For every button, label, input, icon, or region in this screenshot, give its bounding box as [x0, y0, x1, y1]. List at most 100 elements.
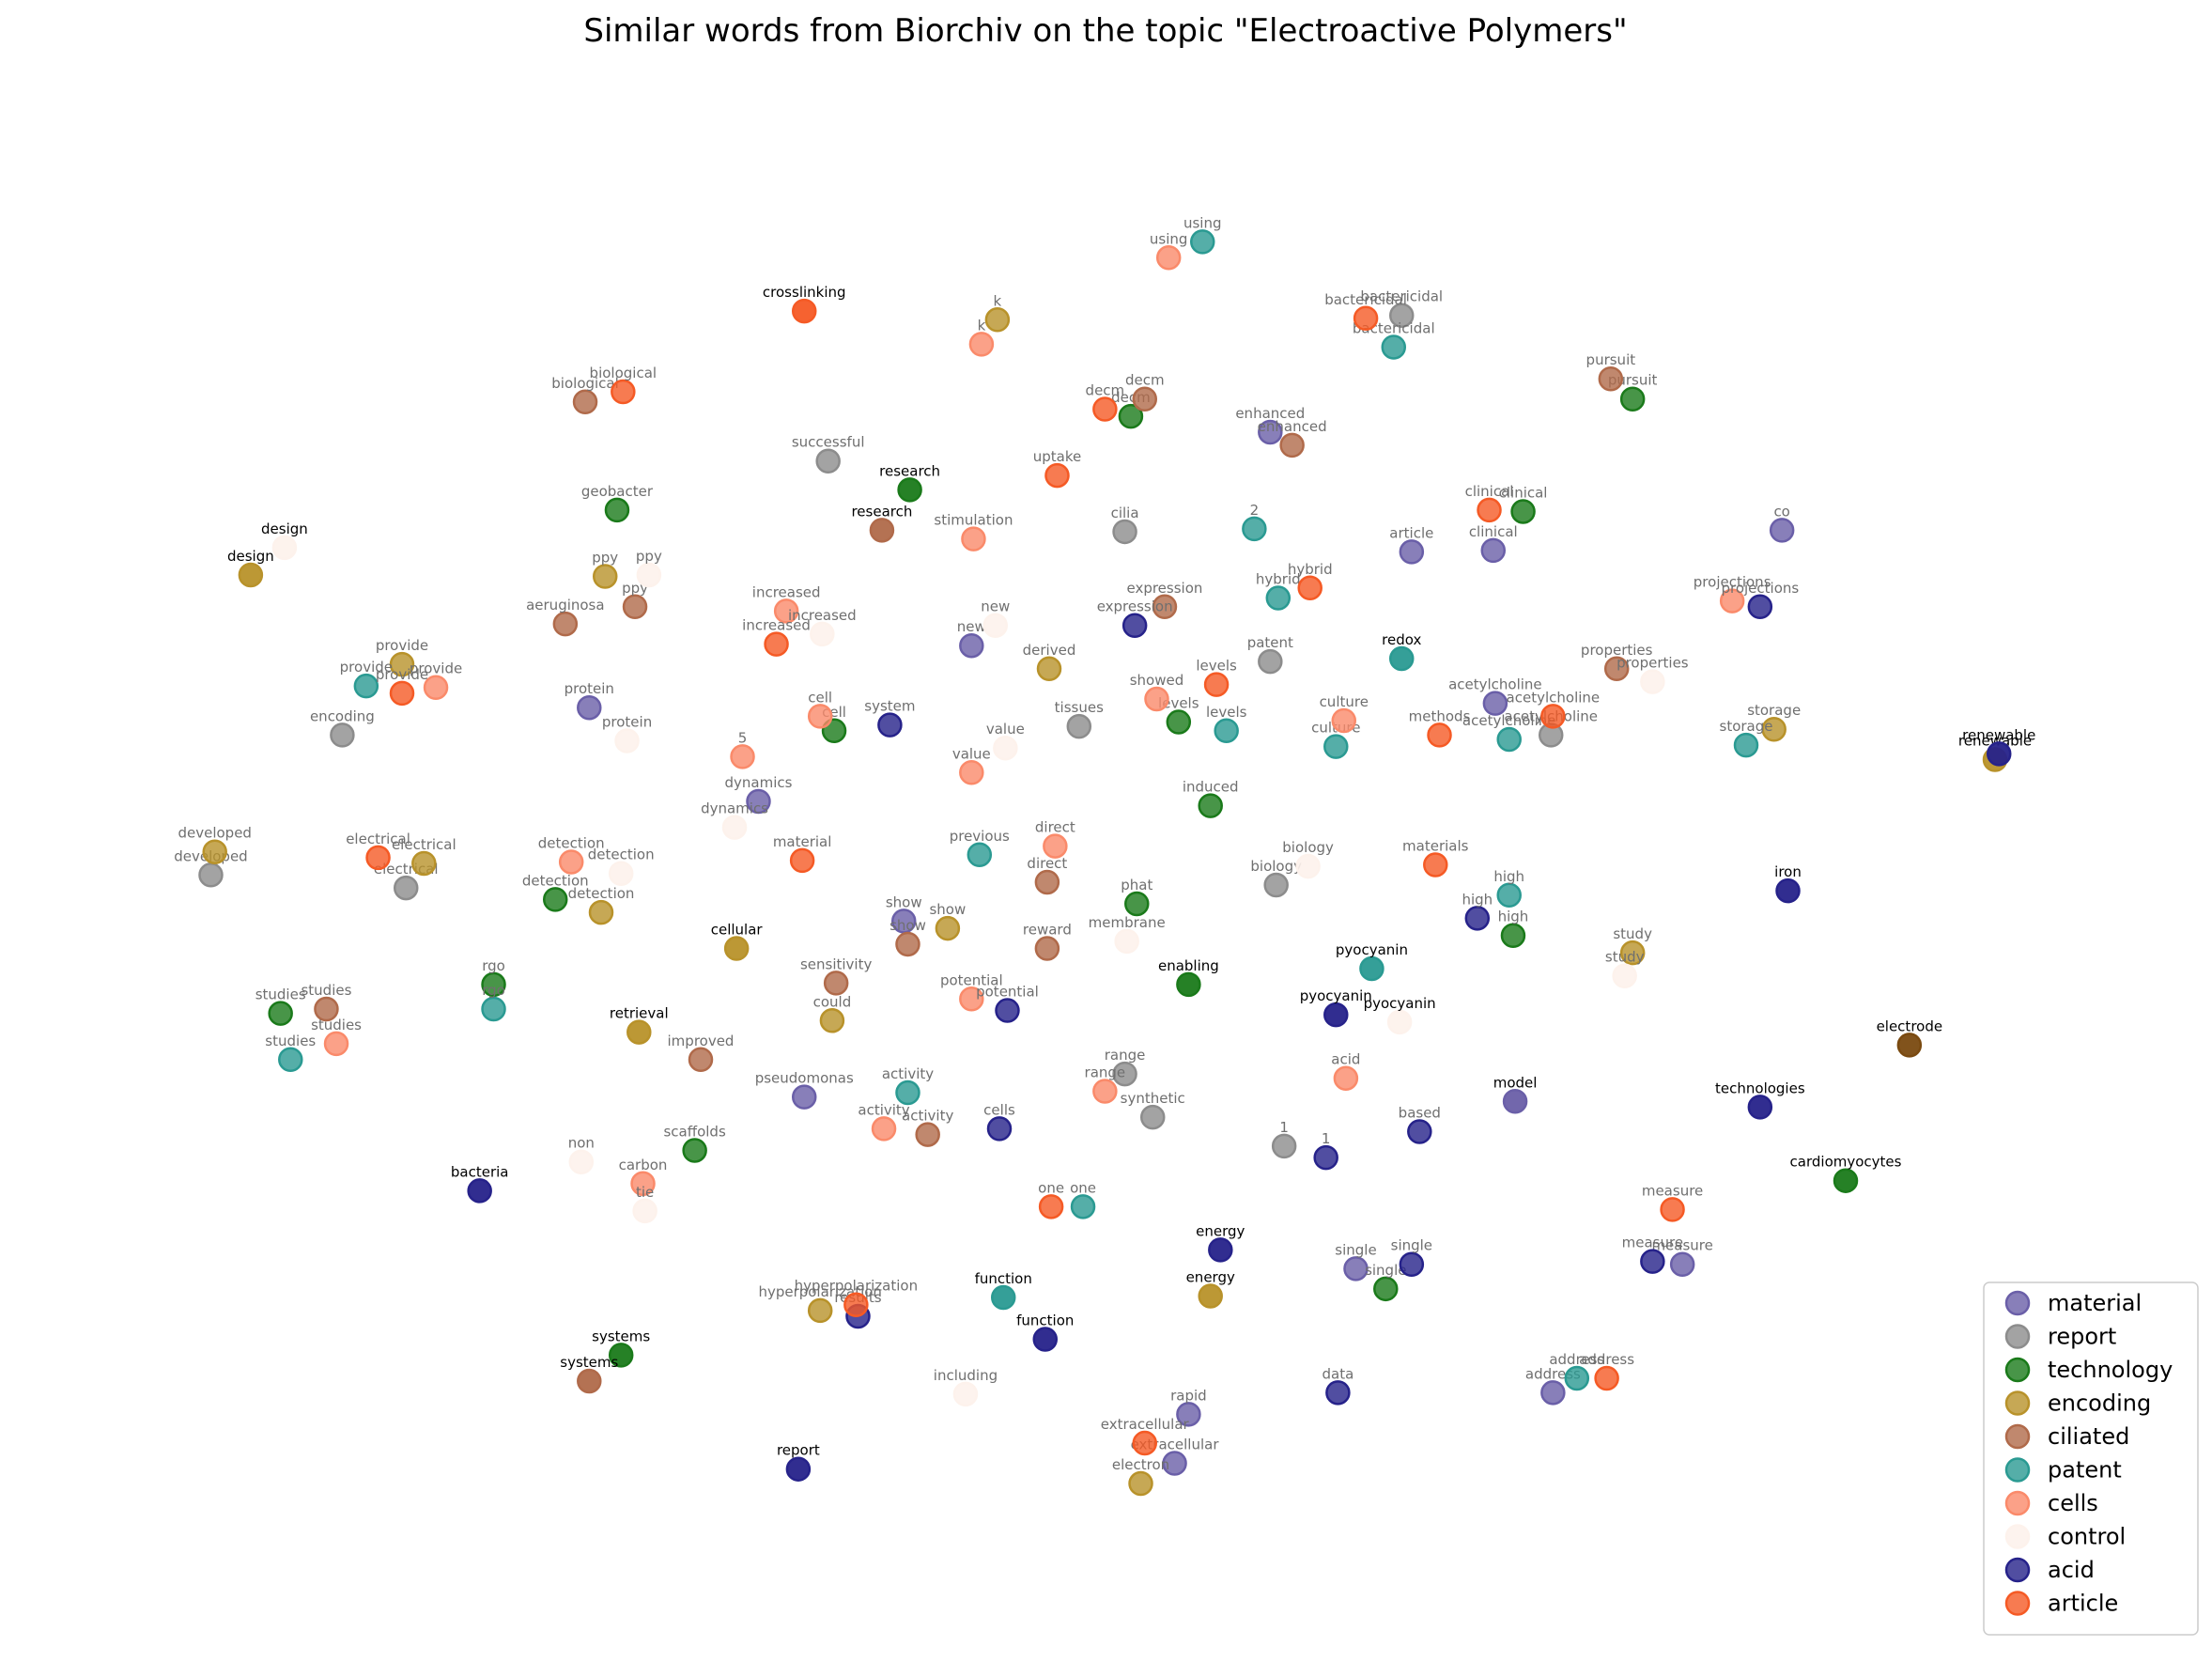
cells-point [1719, 588, 1745, 614]
article-point [389, 680, 415, 707]
report-point-label: patent [1247, 634, 1293, 651]
ciliated-point-label: properties [1581, 642, 1653, 659]
acid-point [1399, 1251, 1425, 1277]
patent-point [1496, 726, 1522, 753]
acid-point-label: cells [983, 1101, 1015, 1118]
cells-point-label: provide [410, 660, 462, 677]
report-point-label: bactericidal [1360, 288, 1443, 305]
ciliated-point [1279, 432, 1305, 458]
material-point [1176, 1402, 1201, 1427]
cells-point-label: k [978, 317, 986, 334]
material-point [746, 788, 771, 815]
ciliated-point [688, 1047, 714, 1072]
patent-point-label: pyocyanin [1336, 941, 1408, 958]
acid-point-label: technologies [1715, 1080, 1805, 1096]
patent-point [1214, 718, 1239, 744]
cells-point [558, 849, 584, 875]
report-point [393, 875, 419, 901]
article-point [791, 298, 817, 324]
legend-marker-encoding [2004, 1390, 2031, 1416]
cells-point-label: acid [1331, 1051, 1360, 1068]
material-point [1669, 1251, 1695, 1277]
technology-point-label: enabling [1158, 957, 1219, 974]
patent-point-label: storage [1720, 718, 1773, 735]
legend-label-ciliated: ciliated [2048, 1423, 2129, 1450]
technology-point-label: detection [522, 872, 589, 889]
patent-point-label: rgo [482, 982, 505, 999]
article-point [843, 1292, 869, 1317]
article-point-label: address [1579, 1351, 1634, 1368]
acid-point [1208, 1237, 1233, 1263]
acid-point-label: 1 [1322, 1130, 1331, 1147]
cells-point [730, 744, 755, 769]
acid-point [1464, 906, 1491, 931]
cells-point-label: direct [1035, 819, 1075, 836]
acid-point [1313, 1144, 1338, 1171]
article-point [611, 379, 636, 405]
ciliated-point [895, 931, 920, 957]
material-point [1502, 1089, 1528, 1114]
article-point [1423, 852, 1448, 878]
technology-point-label: phat [1121, 877, 1152, 893]
legend-marker-ciliated [2004, 1423, 2031, 1450]
patent-point-label: studies [265, 1033, 316, 1049]
acid-point-label: potential [976, 984, 1039, 1001]
article-point [1132, 1430, 1158, 1456]
report-point-label: successful [792, 434, 865, 451]
patent-point-label: hybrid [1256, 571, 1301, 588]
cells-point [1144, 686, 1169, 712]
material-point [1258, 419, 1283, 445]
acid-point-label: data [1323, 1365, 1354, 1382]
cells-point-label: stimulation [934, 512, 1013, 529]
technology-point [268, 1001, 293, 1026]
control-point [636, 562, 662, 588]
encoding-point [935, 915, 961, 941]
report-point [1139, 1104, 1166, 1130]
report-point [198, 862, 224, 888]
control-point [1295, 853, 1321, 879]
encoding-point-label: derived [1023, 642, 1076, 659]
article-point [1427, 722, 1452, 748]
control-point [568, 1149, 595, 1174]
encoding-point [1128, 1470, 1153, 1497]
report-point [1388, 303, 1415, 328]
cells-point-label: using [1150, 230, 1188, 247]
legend-marker-control [2004, 1524, 2031, 1549]
ciliated-point-label: aeruginosa [526, 597, 604, 614]
patent-point [1564, 1365, 1590, 1391]
cells-point-label: range [1085, 1064, 1126, 1081]
technology-point [1373, 1276, 1399, 1302]
report-point-label: synthetic [1121, 1090, 1185, 1107]
material-point-label: clinical [1469, 523, 1518, 540]
patent-point [1265, 585, 1292, 611]
encoding-point-label: developed [178, 825, 251, 842]
article-point [1044, 462, 1070, 489]
control-point-label: increased [788, 607, 857, 624]
encoding-point-label: renewable [1958, 732, 2032, 749]
material-point-label: co [1773, 503, 1789, 520]
ciliated-point-label: systems [560, 1354, 618, 1371]
article-point [1203, 672, 1230, 697]
control-point [632, 1198, 657, 1224]
technology-point [1500, 923, 1526, 948]
control-point-label: tie [636, 1184, 654, 1201]
control-point-label: protein [602, 714, 652, 731]
article-point [1594, 1365, 1619, 1391]
technology-point-label: clinical [1499, 484, 1548, 501]
patent-point [1733, 732, 1759, 758]
encoding-point [1619, 940, 1646, 966]
encoding-point-label: electrical [392, 836, 456, 853]
legend-label-cells: cells [2048, 1490, 2098, 1516]
cells-point [968, 332, 995, 357]
cells-point-label: carbon [619, 1157, 668, 1173]
chart-title: Similar words from Biorchiv on the topic… [583, 12, 1627, 50]
encoding-point-label: study [1613, 925, 1652, 942]
article-point-label: extracellular [1101, 1416, 1190, 1433]
cells-point-label: increased [752, 583, 821, 600]
encoding-point [723, 936, 750, 961]
patent-point-label: levels [1206, 704, 1247, 721]
article-point-label: uptake [1033, 448, 1081, 465]
acid-point [1121, 613, 1148, 638]
control-point-label: design [261, 520, 308, 537]
article-point-label: measure [1642, 1182, 1703, 1199]
